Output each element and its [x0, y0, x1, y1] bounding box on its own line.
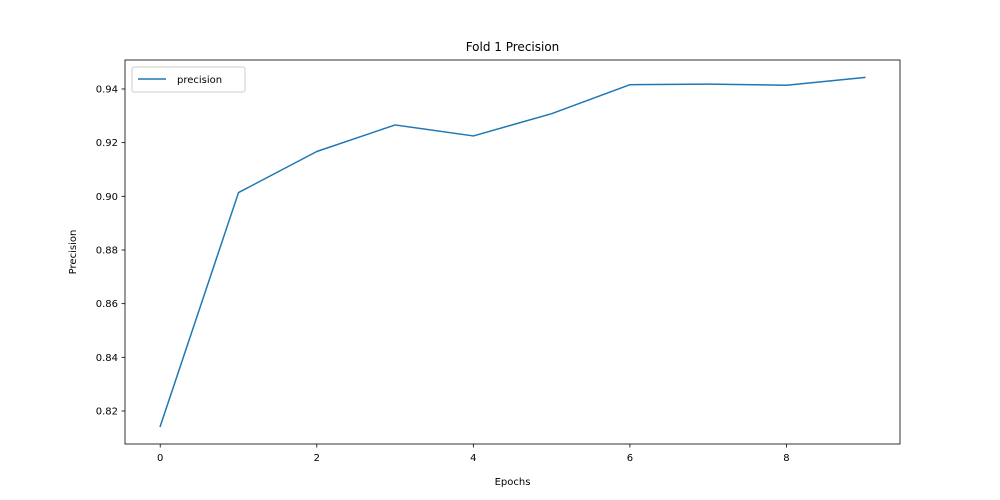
legend: precision	[131, 66, 246, 93]
y-tick-label: 0.90	[96, 192, 118, 203]
x-tick-label: 2	[314, 453, 320, 464]
x-tick-label: 0	[157, 453, 163, 464]
y-tick-label: 0.84	[96, 353, 118, 364]
y-tick-label: 0.82	[96, 406, 118, 417]
legend-label-precision: precision	[177, 75, 222, 86]
x-tick-label: 4	[470, 453, 476, 464]
x-tick-label: 6	[627, 453, 633, 464]
x-tick-label: 8	[783, 453, 789, 464]
x-axis-label: Epochs	[495, 477, 531, 488]
series-line-precision	[159, 76, 866, 428]
legend-box	[131, 66, 246, 93]
plot-area-frame	[124, 59, 901, 445]
y-axis-label: Precision	[68, 230, 79, 275]
y-tick-label: 0.88	[96, 245, 118, 256]
chart-title: Fold 1 Precision	[466, 40, 560, 54]
y-tick-label: 0.86	[96, 299, 118, 310]
y-tick-label: 0.94	[96, 84, 118, 95]
y-tick-label: 0.92	[96, 138, 118, 149]
